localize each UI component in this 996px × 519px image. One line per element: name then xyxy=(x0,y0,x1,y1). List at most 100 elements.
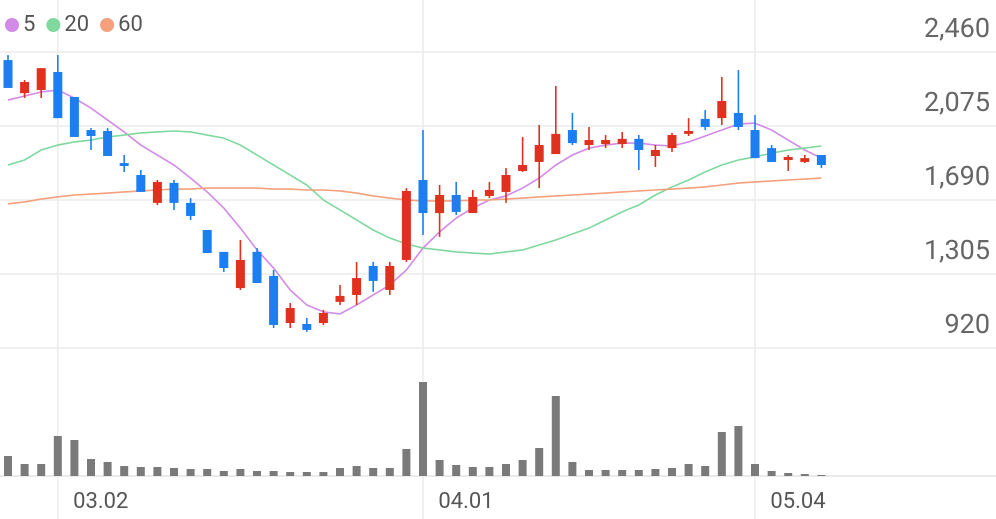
volume-bar xyxy=(87,459,95,476)
candle-body xyxy=(567,130,577,144)
y-tick-label: 1,690 xyxy=(924,160,990,192)
volume-bar xyxy=(153,467,162,476)
volume-bar xyxy=(568,462,577,476)
legend-label: 20 xyxy=(64,12,89,37)
candle-body xyxy=(202,229,212,254)
candle-body xyxy=(53,71,63,119)
candle-body xyxy=(501,175,511,192)
candle-body xyxy=(617,138,627,145)
legend-swatch xyxy=(5,18,19,32)
candle-body xyxy=(518,165,528,171)
candle-body xyxy=(385,265,395,290)
candle-body xyxy=(36,68,46,91)
volume-bar xyxy=(651,469,660,476)
volume-bar xyxy=(767,471,776,476)
candle-body xyxy=(418,180,428,214)
candle-body xyxy=(634,138,644,151)
candle-body xyxy=(119,163,129,166)
volume-bar xyxy=(37,464,46,476)
volume-bar xyxy=(385,468,394,476)
volume-bar xyxy=(734,426,743,476)
volume-bar xyxy=(435,460,444,476)
candle-body xyxy=(733,112,743,127)
legend-swatch xyxy=(46,18,61,32)
volume-bar xyxy=(302,472,311,476)
volume-bar xyxy=(103,462,112,476)
volume-bar xyxy=(20,464,29,476)
candle-body xyxy=(352,278,362,295)
volume-bar xyxy=(402,449,411,476)
volume-bar xyxy=(601,470,610,476)
candle-body xyxy=(484,190,494,196)
candle-body xyxy=(767,148,777,162)
candle-body xyxy=(783,156,793,161)
volume-bar xyxy=(253,471,261,476)
candle-body xyxy=(650,150,660,156)
candle-body xyxy=(69,96,79,137)
candle-body xyxy=(717,101,727,119)
volume-bar xyxy=(452,465,461,476)
candle-body xyxy=(169,182,179,203)
volume-bar xyxy=(203,469,212,476)
volume-bar xyxy=(518,460,527,476)
legend-label: 5 xyxy=(23,12,35,37)
volume-bar xyxy=(352,466,361,476)
volume-bar xyxy=(53,436,62,476)
y-tick-label: 1,305 xyxy=(924,234,990,266)
candle-body xyxy=(235,259,245,289)
legend-label: 60 xyxy=(118,12,143,37)
candle-body xyxy=(667,135,677,149)
candle-body xyxy=(335,295,345,302)
volume-bar xyxy=(800,474,809,476)
volume-bar xyxy=(236,469,245,476)
candle-body xyxy=(302,323,312,330)
x-tick-label: 03.02 xyxy=(73,489,128,514)
y-tick-label: 2,075 xyxy=(924,86,990,118)
volume-bar xyxy=(717,432,726,476)
volume-bar xyxy=(585,470,593,476)
candle-body xyxy=(750,130,760,159)
volume-bar xyxy=(502,464,510,476)
candle-body xyxy=(86,130,96,136)
volume-bar xyxy=(817,475,826,476)
candle-body xyxy=(435,195,445,214)
volume-bar xyxy=(369,468,378,476)
volume-bar xyxy=(751,464,759,476)
volume-bar xyxy=(468,467,477,476)
volume-bar xyxy=(319,472,328,476)
candle-body xyxy=(584,140,594,146)
volume-bar xyxy=(535,448,544,476)
candle-body xyxy=(451,195,461,212)
volume-bar xyxy=(170,468,178,476)
y-tick-label: 2,460 xyxy=(924,12,990,44)
legend-swatch xyxy=(100,18,115,32)
candle-body xyxy=(800,158,810,162)
candle-body xyxy=(368,265,378,281)
volume-bar xyxy=(485,467,494,476)
candle-body xyxy=(103,130,113,156)
volume-bar xyxy=(419,382,427,476)
y-tick-label: 920 xyxy=(944,308,990,340)
candle-body xyxy=(136,175,146,192)
candle-body xyxy=(401,190,411,260)
candle-body xyxy=(285,308,295,324)
candle-body xyxy=(20,81,30,94)
candle-body xyxy=(152,181,162,203)
candle-body xyxy=(816,155,826,166)
candle-body xyxy=(551,133,561,155)
volume-bar xyxy=(219,471,228,476)
moving-average-line xyxy=(7,89,822,315)
volume-bar xyxy=(701,466,710,476)
volume-bar xyxy=(70,440,79,476)
candle-body xyxy=(252,251,262,284)
volume-bar xyxy=(634,470,643,476)
candle-body xyxy=(219,251,229,269)
volume-bar xyxy=(120,466,129,476)
volume-bar xyxy=(668,468,676,476)
volume-bar xyxy=(336,468,344,476)
candle-body xyxy=(186,202,196,216)
candle-body xyxy=(3,60,13,88)
x-tick-label: 04.01 xyxy=(438,489,493,514)
